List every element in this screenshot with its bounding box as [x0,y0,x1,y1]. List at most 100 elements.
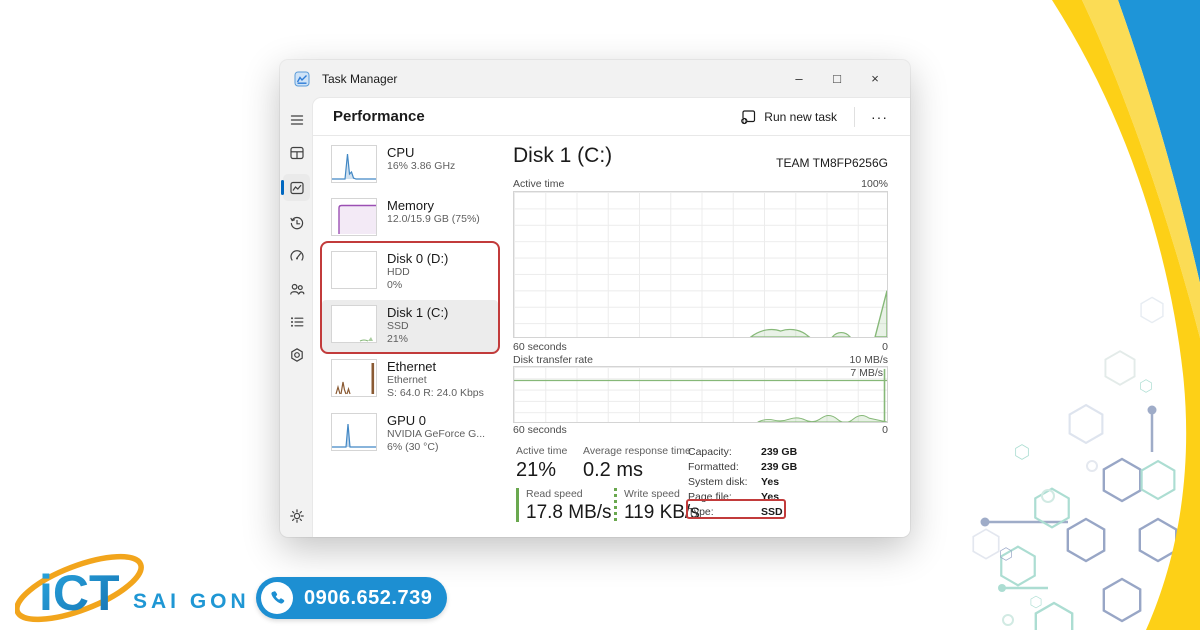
transfer-rate-chart: 7 MB/s [513,366,888,423]
window-title: Task Manager [322,72,398,86]
metric-detail: 6% (30 °C) [387,441,439,453]
titlebar: Task Manager – □ × [280,60,910,98]
list-item-ethernet[interactable]: Ethernet Ethernet S: 64.0 R: 24.0 Kbps [322,354,498,408]
list-item-cpu[interactable]: CPU 16% 3.86 GHz [322,140,498,193]
sidebar-item-app-history[interactable] [283,209,310,236]
disk0-mini-chart [331,251,377,289]
ethernet-mini-chart [331,359,377,397]
more-options-button[interactable]: ··· [871,108,888,125]
settings-button[interactable] [283,502,310,529]
run-new-task-button[interactable]: Run new task [731,104,846,130]
logo-text: iCT [39,565,120,621]
minimize-button[interactable]: – [795,71,803,86]
annotation-box-disks [320,241,500,354]
phone-number: 0906.652.739 [304,586,433,609]
chart2-x-right: 0 [882,424,888,436]
detail-label: Type: [688,506,714,518]
transfer-rate-series [514,368,887,422]
phone-icon-circle [261,582,293,614]
page-title: Performance [333,108,425,125]
table-row: System disk: Yes [688,475,797,490]
close-button[interactable]: × [871,71,879,86]
sidebar-item-performance[interactable] [281,174,310,201]
chart2-label: Disk transfer rate [513,354,593,366]
metric-detail: SSD [387,320,409,332]
metric-name: Disk 1 (C:) [387,305,449,320]
table-row: Capacity: 239 GB [688,445,797,460]
chart1-label: Active time [513,178,565,190]
detail-label: Capacity: [688,446,732,458]
chart2-max: 10 MB/s [849,354,888,366]
read-speed-value: 17.8 MB/s [526,502,612,523]
sidebar-item-users[interactable] [283,275,310,302]
chart-gridlines [514,192,887,337]
run-new-task-label: Run new task [764,109,837,124]
decor-yellow-ribbon [1052,0,1200,630]
logo-orbit-swoosh [15,553,144,623]
chart2-x-label: 60 seconds [513,424,567,436]
metric-detail: 21% [387,333,409,345]
maximize-button[interactable]: □ [833,71,841,86]
phone-icon [271,591,285,604]
active-time-value: 21% [516,459,557,481]
task-manager-app-icon [294,71,310,87]
header-separator [854,106,855,127]
list-item-disk1[interactable]: Disk 1 (C:) SSD 21% [322,300,498,354]
chart1-x-right: 0 [882,341,888,353]
write-speed-label: Write speed [624,488,680,500]
list-item-gpu[interactable]: GPU 0 NVIDIA GeForce G... 6% (30 °C) [322,408,498,462]
list-item-memory[interactable]: Memory 12.0/15.9 GB (75%) [322,193,498,246]
metric-detail: HDD [387,266,410,278]
services-icon [290,347,303,362]
navigation-rail [280,98,313,537]
sidebar-item-processes[interactable] [283,139,310,166]
write-speed-value: 119 KB/s [624,502,700,523]
active-time-series [749,290,887,337]
chart2-current-scale: 7 MB/s [850,367,883,379]
chart1-x-label: 60 seconds [513,341,567,353]
avg-response-value: 0.2 ms [583,459,644,481]
annotation-box-type-ssd [686,499,786,519]
ict-saigon-logo: iCT SAI GON [15,553,247,623]
metric-name: CPU [387,145,415,160]
active-time-label: Active time [516,445,568,457]
metric-detail: S: 64.0 R: 24.0 Kbps [387,387,484,399]
cpu-mini-chart [331,145,377,183]
disk-device-name: TEAM TM8FP6256G [776,156,888,170]
table-row: Formatted: 239 GB [688,460,797,475]
disk-stats: Active time 21% Average response time 0.… [513,442,888,537]
metric-detail: 12.0/15.9 GB (75%) [387,213,480,225]
detail-label: Formatted: [688,461,739,473]
metric-detail: 0% [387,279,403,291]
processes-icon [289,146,304,159]
hamburger-icon [290,114,303,125]
phone-contact-button[interactable]: 0906.652.739 [256,577,447,619]
read-speed-legend-bar [516,488,519,522]
metric-detail: NVIDIA GeForce G... [387,428,486,440]
sidebar-item-startup-apps[interactable] [283,242,310,269]
metric-detail: 16% 3.86 GHz [387,160,456,172]
disk-panel-title: Disk 1 (C:) [513,144,613,167]
metric-detail: Ethernet [387,374,427,386]
page-header: Performance Run new task ··· [313,98,910,136]
write-speed-stat: Write speed 119 KB/s [614,488,700,524]
sidebar-item-details[interactable] [283,308,310,335]
app-history-icon [289,216,303,229]
write-speed-legend-bar [614,488,617,522]
sidebar-item-services[interactable] [283,341,310,368]
detail-value: 239 GB [761,461,798,473]
gpu-mini-chart [331,413,377,451]
hamburger-menu-button[interactable] [283,106,310,133]
memory-mini-chart [331,198,377,236]
performance-icon [289,181,304,194]
details-icon [290,316,303,327]
users-icon [289,283,304,295]
read-speed-label: Read speed [526,488,583,500]
logo-subtext: SAI GON [133,590,247,613]
list-item-disk0[interactable]: Disk 0 (D:) HDD 0% [322,246,498,300]
startup-apps-icon [289,249,304,261]
detail-label: System disk: [688,476,748,488]
table-row: Type: SSD [688,505,797,520]
read-speed-stat: Read speed 17.8 MB/s [516,488,612,524]
